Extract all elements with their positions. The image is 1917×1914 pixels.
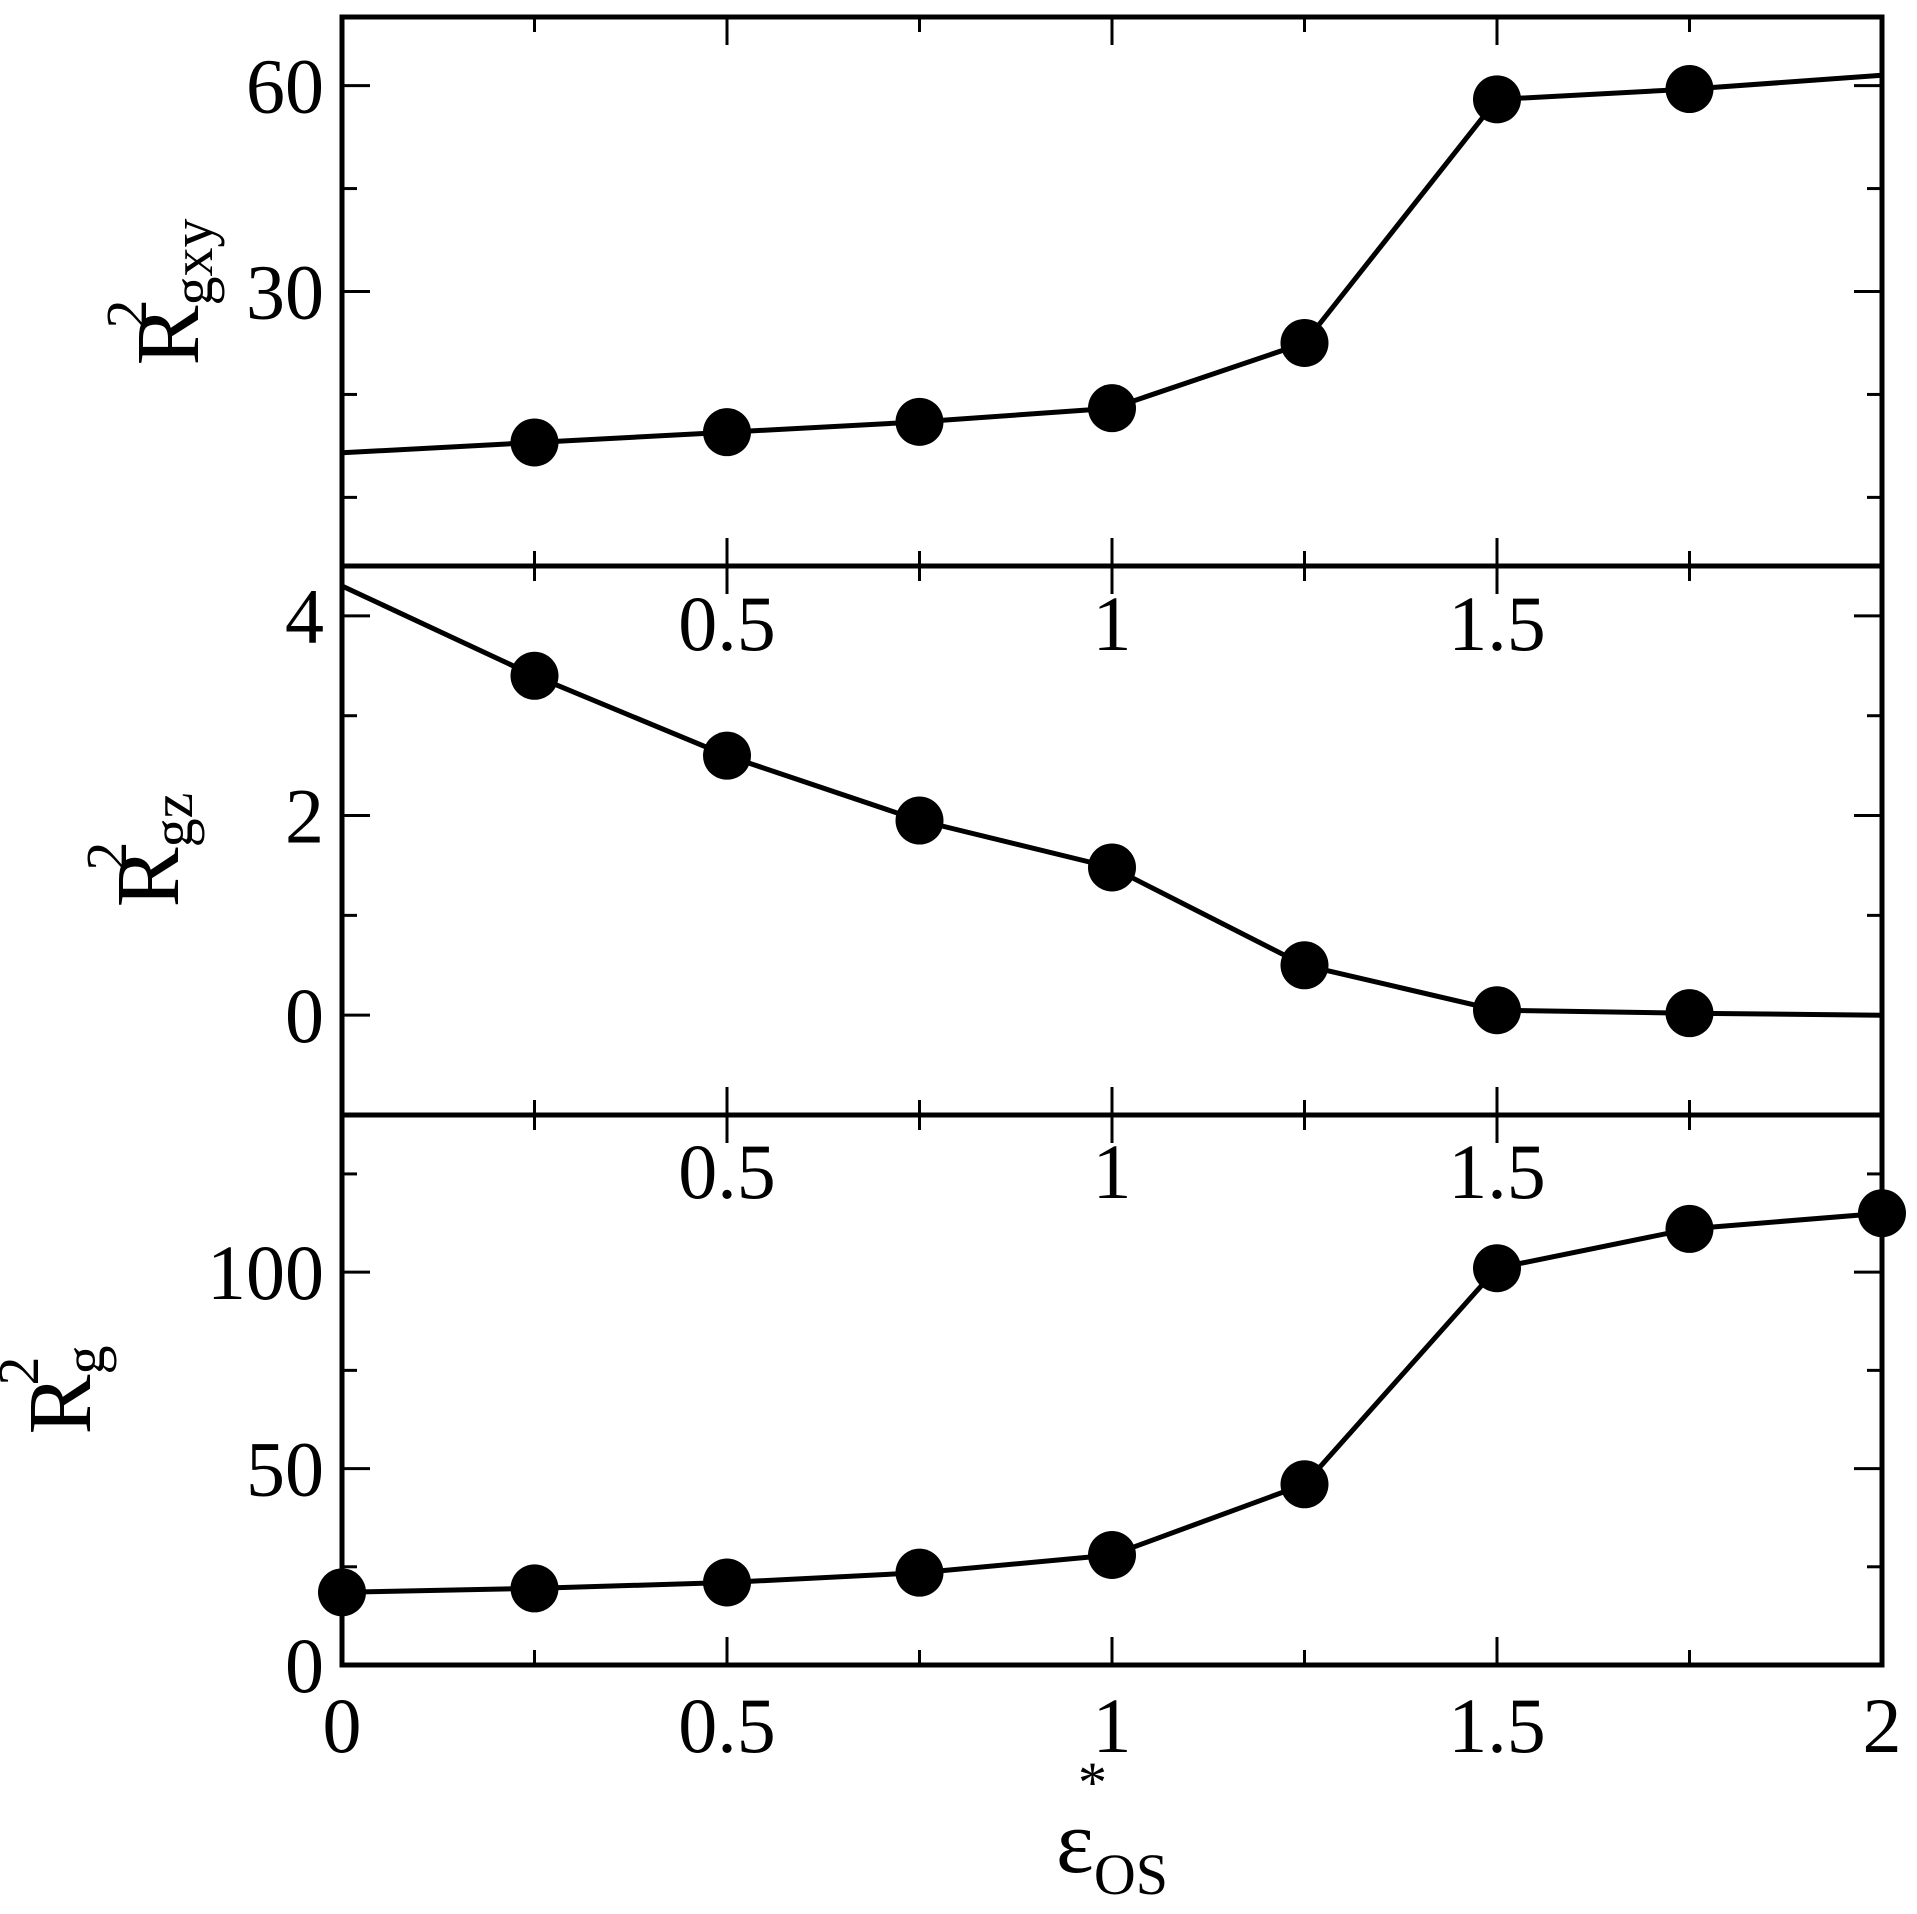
bottom-x-tick-label: 2 — [1863, 1682, 1902, 1769]
bottom-y-tick-label: 0 — [285, 1622, 324, 1709]
bottom-data-point — [703, 1558, 751, 1607]
middle-markers — [510, 651, 1714, 1038]
top-data-point — [703, 408, 751, 457]
top-data-point — [895, 397, 944, 446]
top-data-point — [1665, 65, 1714, 114]
top-data-point — [1088, 384, 1136, 433]
bottom-data-point — [895, 1548, 944, 1597]
middle-y-axis-label: Rgz2 — [74, 793, 205, 908]
middle-data-point — [510, 651, 559, 700]
bottom-data-point — [510, 1564, 559, 1613]
top-data-point — [510, 418, 559, 467]
top-x-tick-label: 1.5 — [1448, 580, 1546, 667]
bottom-markers — [318, 1189, 1906, 1617]
bottom-ylabel-sup: 2 — [0, 1356, 51, 1385]
bottom-x-axis-label: εOS * — [1056, 1750, 1168, 1907]
middle-data-point — [1280, 941, 1329, 990]
panel-top: 0.5 1 1.5 30 60 Rgxy2 — [94, 14, 1885, 667]
middle-data-point — [895, 796, 944, 845]
top-tick-labels: 0.5 1 1.5 30 60 — [246, 43, 1546, 667]
bottom-data-point — [1665, 1204, 1714, 1253]
top-y-tick-label: 60 — [246, 43, 324, 130]
top-data-point — [1473, 75, 1521, 124]
top-axes-frame — [339, 14, 1885, 569]
bottom-x-tick-label: 1.5 — [1448, 1682, 1546, 1769]
bottom-y-tick-label: 50 — [246, 1426, 324, 1513]
bottom-tick-labels: 0 0.5 1 1.5 2 0 50 100 — [207, 1229, 1902, 1769]
middle-y-tick-label: 4 — [285, 573, 324, 660]
bottom-ylabel-base: R — [11, 1374, 110, 1434]
bottom-y-tick-label: 100 — [207, 1229, 324, 1316]
middle-data-point — [1665, 989, 1714, 1038]
top-y-axis-label: Rgxy2 — [94, 218, 225, 365]
bottom-x-tick-label: 1 — [1093, 1682, 1132, 1769]
xlabel-sup: * — [1078, 1750, 1107, 1815]
middle-data-point — [1473, 986, 1521, 1035]
bottom-axes-frame — [339, 1112, 1885, 1668]
middle-ylabel-sub: gz — [140, 793, 205, 848]
middle-y-tick-label: 2 — [285, 773, 324, 860]
bottom-y-axis-label: Rg2 — [0, 1345, 117, 1434]
bottom-x-tick-label: 0 — [323, 1682, 362, 1769]
middle-tick-labels: 0.5 1 1.5 0 2 4 — [285, 573, 1546, 1215]
top-y-tick-label: 30 — [246, 249, 324, 336]
top-x-tick-label: 0.5 — [678, 580, 776, 667]
bottom-x-tick-label: 0.5 — [678, 1682, 776, 1769]
top-data-point — [1280, 318, 1329, 367]
middle-data-point — [703, 731, 751, 780]
xlabel-base: ε — [1056, 1793, 1094, 1892]
middle-ylabel-base: R — [99, 847, 198, 907]
bottom-ylabel-sub: g — [52, 1345, 117, 1374]
top-ylabel-base: R — [119, 305, 218, 365]
top-markers — [510, 65, 1714, 467]
top-ticks — [342, 17, 1882, 566]
middle-y-tick-label: 0 — [285, 972, 324, 1059]
top-ylabel-sub: gxy — [160, 218, 225, 305]
middle-data-point — [1088, 843, 1136, 892]
top-x-tick-label: 1 — [1093, 580, 1132, 667]
bottom-data-point — [1088, 1531, 1136, 1579]
top-ylabel-sup: 2 — [94, 299, 159, 328]
xlabel-sub: OS — [1094, 1842, 1168, 1907]
bottom-data-point — [1473, 1244, 1521, 1293]
middle-ylabel-sup: 2 — [74, 842, 139, 871]
bottom-data-point — [1280, 1460, 1329, 1509]
